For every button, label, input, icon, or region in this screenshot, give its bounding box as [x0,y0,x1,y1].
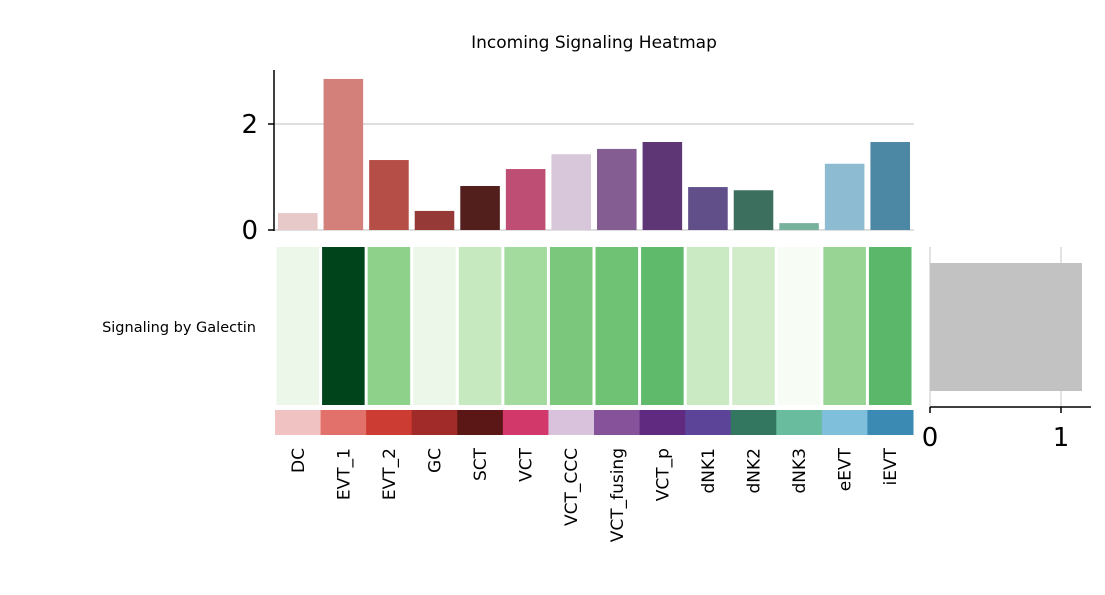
bar-dNK2 [733,190,774,230]
x-tick-label: VCT_fusing [608,448,628,542]
bar-SCT [460,186,500,230]
x-tick-label: EVT_1 [334,448,354,500]
group-color-VCT [502,410,549,435]
group-color-VCT_fusing [594,410,641,435]
group-color-GC [411,410,458,435]
group-color-SCT [457,410,504,435]
y-tick-label: 0 [241,216,258,246]
heatmap-cell-VCT [504,247,547,405]
x-tick-label: dNK3 [790,448,810,493]
heatmap-cell-DC [276,247,320,405]
heatmap-cell-dNK2 [732,247,775,405]
bar-VCT_p [642,142,683,230]
x-tick-label: EVT_2 [380,448,400,500]
group-color-dNK3 [776,410,823,435]
y-tick-label: 2 [241,110,258,140]
bar-VCT_fusing [597,148,637,230]
heatmap-cell-SCT [458,247,502,405]
row-label: Signaling by Galectin [102,320,256,336]
heatmap-cell-iEVT [868,247,912,405]
heatmap-cell-EVT_2 [367,247,411,405]
heatmap-cell-eEVT [823,247,866,405]
heatmap-cell-EVT_1 [322,247,365,405]
group-color-eEVT [821,410,868,435]
chart-title: Incoming Signaling Heatmap [471,33,717,53]
group-color-dNK2 [730,410,777,435]
x-tick-label: eEVT [836,447,856,491]
heatmap-cell-GC [413,247,456,405]
x-tick-label: iEVT [881,447,901,485]
bar-iEVT [870,142,910,230]
x-tick-label: DC [289,448,309,473]
bar-dNK1 [688,187,728,230]
x-tick-label: dNK1 [699,448,719,493]
bar-VCT [505,169,546,230]
group-color-EVT_2 [366,410,413,435]
heatmap-cell-dNK1 [686,247,730,405]
x-tick-label: dNK2 [745,448,765,493]
x-tick-label: VCT_CCC [562,448,582,526]
side-x-tick-label: 0 [922,423,939,453]
bar-GC [414,210,455,230]
x-tick-label: VCT [517,447,537,481]
x-tick-label: GC [426,448,446,473]
group-color-DC [275,410,322,435]
heatmap-cell-VCT_p [641,247,684,405]
group-color-EVT_1 [320,410,367,435]
group-color-iEVT [867,410,914,435]
heatmap-cell-VCT_CCC [549,247,593,405]
bar-eEVT [824,163,865,230]
bar-DC [278,213,318,230]
side-bar [930,263,1082,391]
group-color-dNK1 [685,410,732,435]
heatmap-cell-dNK3 [777,247,821,405]
heatmap-cell-VCT_fusing [595,247,639,405]
bar-dNK3 [779,223,819,230]
bar-EVT_1 [323,78,364,230]
bar-EVT_2 [369,160,409,230]
x-tick-label: SCT [471,447,491,481]
group-color-VCT_CCC [548,410,595,435]
bar-VCT_CCC [551,154,591,230]
group-color-VCT_p [639,410,686,435]
x-tick-label: VCT_p [653,448,673,501]
side-x-tick-label: 1 [1053,423,1070,453]
